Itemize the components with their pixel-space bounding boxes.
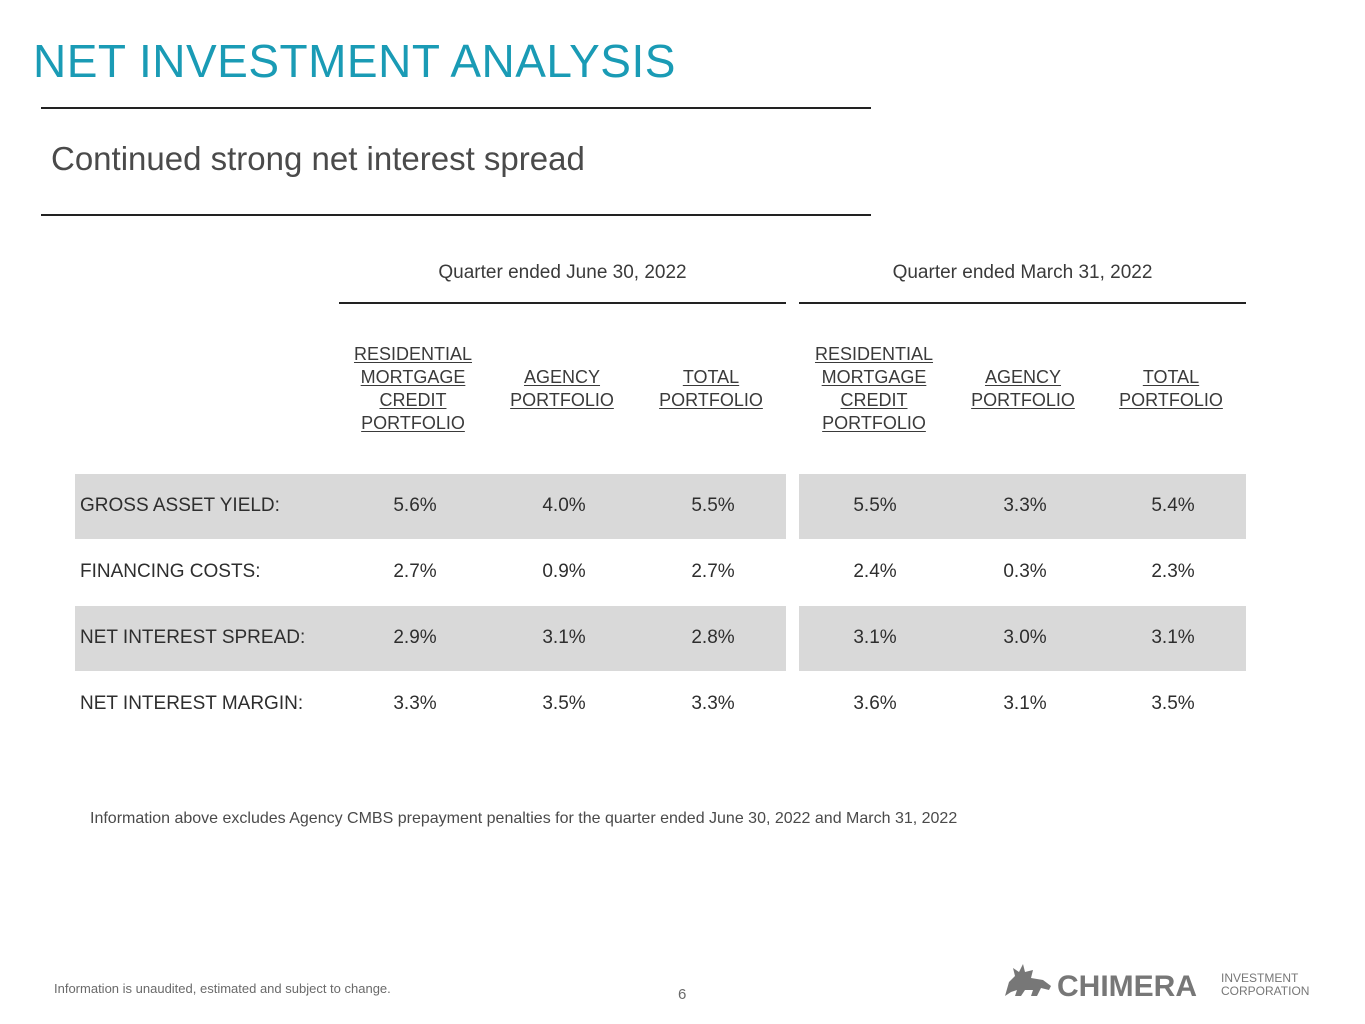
- table-cell: 3.5%: [542, 693, 586, 714]
- col-header-line: MORTGAGE: [360, 367, 466, 387]
- row-label-financing-costs: FINANCING COSTS:: [80, 561, 261, 582]
- col-header-line: CREDIT: [379, 390, 447, 410]
- table-cell: 5.4%: [1151, 495, 1195, 516]
- table-cell: 3.1%: [1151, 627, 1195, 648]
- table-cell: 2.9%: [393, 627, 437, 648]
- page-subtitle: Continued strong net interest spread: [51, 140, 585, 177]
- col-header-total-june: TOTAL PORTFOLIO: [646, 343, 776, 435]
- col-header-line: MORTGAGE: [821, 367, 927, 387]
- col-header-line: PORTFOLIO: [822, 413, 926, 433]
- table-cell: 3.3%: [393, 693, 437, 714]
- col-header-line: PORTFOLIO: [510, 390, 614, 410]
- col-header-agency-march: AGENCY PORTFOLIO: [958, 343, 1088, 435]
- row-label-net-interest-spread: NET INTEREST SPREAD:: [80, 627, 306, 648]
- table-footnote: Information above excludes Agency CMBS p…: [90, 810, 958, 827]
- row-band-left: [75, 606, 786, 671]
- page-title: NET INVESTMENT ANALYSIS: [33, 35, 676, 87]
- col-header-residential-march: RESIDENTIAL MORTGAGE CREDIT PORTFOLIO: [804, 343, 944, 435]
- period-divider-march: [799, 302, 1246, 304]
- row-band-left: [75, 474, 786, 539]
- col-header-line: AGENCY: [984, 367, 1062, 387]
- table-cell: 4.0%: [542, 495, 586, 516]
- chimera-creature-icon: [1005, 964, 1051, 996]
- table-cell: 3.3%: [1003, 495, 1047, 516]
- col-header-line: CREDIT: [840, 390, 908, 410]
- col-header-line: TOTAL: [1142, 367, 1200, 387]
- period-header-june: Quarter ended June 30, 2022: [438, 262, 687, 283]
- logo-line1: INVESTMENT: [1221, 971, 1299, 985]
- row-band-right: [799, 474, 1246, 539]
- table-cell: 2.4%: [853, 561, 897, 582]
- table-cell: 3.1%: [542, 627, 586, 648]
- table-cell: 2.3%: [1151, 561, 1195, 582]
- table-cell: 5.5%: [691, 495, 735, 516]
- col-header-residential-june: RESIDENTIAL MORTGAGE CREDIT PORTFOLIO: [343, 343, 483, 435]
- col-header-line: PORTFOLIO: [1119, 390, 1223, 410]
- table-cell: 3.6%: [853, 693, 897, 714]
- col-header-line: PORTFOLIO: [361, 413, 465, 433]
- row-band-right: [799, 606, 1246, 671]
- col-header-line: PORTFOLIO: [659, 390, 763, 410]
- table-cell: 0.9%: [542, 561, 586, 582]
- row-label-net-interest-margin: NET INTEREST MARGIN:: [80, 693, 304, 714]
- table-cell: 2.8%: [691, 627, 735, 648]
- table-cell: 0.3%: [1003, 561, 1047, 582]
- col-header-agency-june: AGENCY PORTFOLIO: [497, 343, 627, 435]
- col-header-line: TOTAL: [682, 367, 740, 387]
- table-cell: 3.1%: [1003, 693, 1047, 714]
- col-header-total-march: TOTAL PORTFOLIO: [1106, 343, 1236, 435]
- col-header-line: RESIDENTIAL: [353, 344, 473, 364]
- col-header-line: PORTFOLIO: [971, 390, 1075, 410]
- table-cell: 2.7%: [393, 561, 437, 582]
- period-header-march: Quarter ended March 31, 2022: [892, 262, 1153, 283]
- title-divider: [41, 107, 871, 109]
- table-cell: 3.3%: [691, 693, 735, 714]
- table-cell: 3.5%: [1151, 693, 1195, 714]
- page-number: 6: [678, 986, 687, 1003]
- row-label-gross-asset-yield: GROSS ASSET YIELD:: [80, 495, 280, 516]
- table-cell: 5.5%: [853, 495, 897, 516]
- col-header-line: AGENCY: [523, 367, 601, 387]
- chimera-logo: CHIMERA INVESTMENT CORPORATION: [1005, 964, 1309, 1000]
- col-header-line: RESIDENTIAL: [814, 344, 934, 364]
- table-cell: 2.7%: [691, 561, 735, 582]
- table-cell: 3.1%: [853, 627, 897, 648]
- logo-name: CHIMERA: [1057, 970, 1197, 1000]
- table-cell: 5.6%: [393, 495, 437, 516]
- table-cell: 3.0%: [1003, 627, 1047, 648]
- subtitle-divider: [41, 214, 871, 216]
- logo-line2: CORPORATION: [1221, 984, 1309, 998]
- period-divider-june: [339, 302, 786, 304]
- disclaimer: Information is unaudited, estimated and …: [54, 981, 391, 996]
